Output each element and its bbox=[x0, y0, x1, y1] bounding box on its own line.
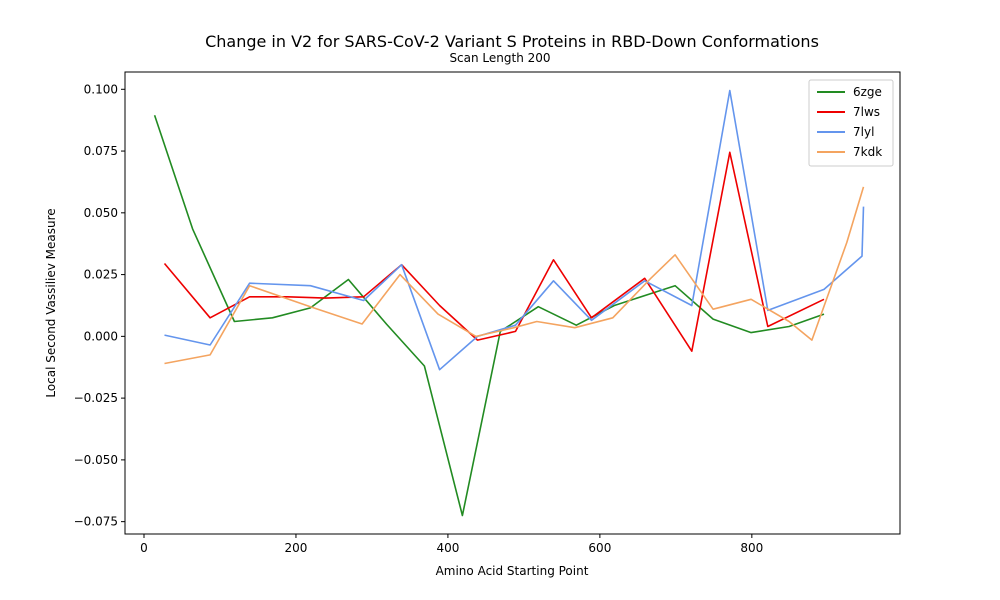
series-line-7lyl bbox=[164, 89, 865, 371]
series-line-6zge bbox=[153, 114, 825, 517]
legend: 6zge 7lws 7lyl 7kdk bbox=[808, 79, 894, 167]
x-tick-label: 600 bbox=[588, 541, 611, 555]
y-tick-label: 0.100 bbox=[84, 82, 118, 96]
chart-subtitle: Scan Length 200 bbox=[449, 51, 550, 65]
legend-box bbox=[808, 79, 894, 167]
y-tick-label: 0.050 bbox=[84, 206, 118, 220]
y-tick-label: 0.025 bbox=[84, 268, 118, 282]
x-tick-label: 800 bbox=[740, 541, 763, 555]
legend-label-6zge: 6zge bbox=[853, 85, 882, 99]
y-tick-label: −0.025 bbox=[74, 391, 118, 405]
x-axis-label: Amino Acid Starting Point bbox=[436, 564, 589, 578]
x-tick-label: 200 bbox=[285, 541, 308, 555]
x-axis: 0 200 400 600 800 bbox=[140, 534, 763, 555]
series-line-7lws bbox=[163, 151, 825, 353]
y-axis: −0.075 −0.050 −0.025 0.000 0.025 0.050 0.075 0.… bbox=[74, 82, 125, 529]
series-line-7kdk bbox=[164, 186, 865, 365]
series-layer bbox=[153, 89, 865, 517]
y-tick-label: −0.050 bbox=[74, 453, 118, 467]
y-tick-label: 0.075 bbox=[84, 144, 118, 158]
legend-label-7kdk: 7kdk bbox=[853, 145, 882, 159]
plot-frame bbox=[124, 71, 901, 535]
y-tick-label: 0.000 bbox=[84, 329, 118, 343]
legend-label-7lws: 7lws bbox=[853, 105, 880, 119]
y-tick-label: −0.075 bbox=[74, 515, 118, 529]
y-axis-label: Local Second Vassiliev Measure bbox=[44, 208, 58, 397]
chart-title: Change in V2 for SARS-CoV-2 Variant S Pr… bbox=[205, 32, 819, 51]
plot-area bbox=[124, 71, 901, 535]
x-tick-label: 0 bbox=[140, 541, 148, 555]
x-tick-label: 400 bbox=[436, 541, 459, 555]
legend-label-7lyl: 7lyl bbox=[853, 125, 874, 139]
